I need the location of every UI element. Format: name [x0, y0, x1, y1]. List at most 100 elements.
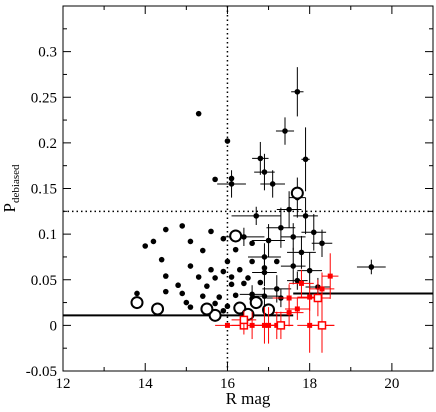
y-tick-label: 0.15 — [31, 182, 57, 198]
reference-lines — [63, 6, 433, 371]
data-point-open-circle — [130, 296, 144, 310]
data-point — [306, 267, 313, 274]
data-point — [261, 293, 268, 299]
data-point — [187, 263, 194, 269]
data-point-open-square — [317, 321, 327, 330]
data-point — [204, 283, 210, 289]
data-point — [158, 256, 165, 263]
data-point — [261, 169, 268, 175]
x-tick-label: 20 — [384, 376, 399, 392]
x-tick-label: 18 — [302, 376, 317, 392]
data-point-square — [298, 280, 304, 286]
data-point — [286, 206, 292, 213]
x-tick-label: 12 — [56, 376, 71, 392]
data-point — [134, 290, 140, 297]
data-point — [224, 138, 231, 144]
data-point — [179, 223, 186, 229]
data-point — [278, 224, 284, 231]
data-point — [175, 282, 181, 289]
y-axis-label-main: P — [0, 203, 19, 212]
data-point — [310, 229, 317, 236]
y-axis-label: Pdebiased — [0, 164, 22, 212]
data-point — [294, 277, 301, 284]
data-point-open-square — [276, 321, 286, 330]
y-axis-label-subscript: debiased — [10, 164, 22, 203]
data-point-open-square — [239, 315, 249, 325]
data-point — [294, 88, 301, 95]
data-point — [232, 246, 239, 253]
data-point — [249, 258, 255, 265]
data-point — [290, 263, 297, 269]
data-point-open-circle — [249, 296, 263, 310]
x-tick-label: 16 — [220, 376, 236, 392]
y-tick-label: 0.3 — [38, 45, 57, 61]
data-point-open-circle — [229, 229, 243, 243]
data-point — [236, 266, 243, 273]
data-point — [224, 258, 231, 265]
y-tick-label: 0.25 — [31, 90, 57, 106]
data-point-square — [327, 273, 333, 279]
data-point — [220, 307, 227, 314]
data-point — [187, 238, 194, 245]
data-point — [319, 240, 325, 247]
data-point — [224, 303, 231, 310]
data-point — [228, 281, 235, 288]
data-point — [150, 238, 157, 245]
series-filled-circle — [134, 67, 386, 314]
data-point-square — [224, 322, 230, 328]
series-filled-square — [215, 253, 339, 353]
data-point — [216, 294, 223, 300]
data-point — [212, 275, 218, 281]
data-point — [273, 286, 280, 292]
data-point — [199, 247, 206, 254]
axis-ticks: 12 14 16 18 20 -0.05 0 0.05 0.1 0.15 0.2 0.25 0.3 — [26, 6, 434, 392]
data-point-square — [286, 310, 292, 316]
data-point — [195, 110, 202, 117]
y-tick-label: 0.05 — [31, 273, 57, 289]
data-point — [265, 237, 272, 244]
data-point — [302, 213, 309, 219]
data-point-square — [294, 306, 300, 312]
data-point — [261, 254, 268, 260]
data-series — [130, 67, 386, 353]
y-tick-label: 0.2 — [38, 136, 57, 152]
data-point-open-circle — [290, 186, 304, 200]
data-point-square — [307, 294, 313, 300]
data-point — [220, 268, 227, 275]
data-point — [179, 290, 186, 297]
data-point — [162, 288, 169, 295]
data-point — [183, 299, 190, 306]
data-point — [302, 156, 309, 163]
data-point-open-circle — [233, 301, 247, 315]
data-point — [195, 274, 202, 280]
data-point — [187, 304, 194, 310]
series-open-square — [231, 279, 335, 344]
data-point-open-circle — [208, 308, 222, 322]
data-point — [368, 264, 375, 270]
data-point — [208, 266, 214, 273]
data-point — [298, 249, 305, 256]
data-point-square — [319, 286, 325, 292]
data-point — [282, 128, 288, 134]
data-point — [212, 176, 218, 183]
data-point — [261, 269, 268, 276]
data-point — [208, 228, 214, 235]
data-point — [257, 279, 264, 286]
data-point — [212, 300, 218, 307]
data-point — [199, 293, 206, 299]
data-point — [245, 275, 251, 281]
data-point — [273, 258, 280, 265]
data-point — [162, 273, 169, 279]
x-axis-label: R mag — [226, 389, 271, 408]
data-point-open-circle — [200, 302, 214, 316]
data-point-open-circle — [151, 302, 165, 316]
data-point — [269, 181, 276, 187]
data-point — [228, 181, 235, 187]
y-tick-label: 0 — [50, 318, 58, 334]
data-point — [253, 213, 260, 219]
data-point — [228, 274, 235, 280]
data-point-open-square — [313, 293, 323, 303]
data-point — [162, 226, 169, 233]
data-point — [241, 234, 247, 240]
